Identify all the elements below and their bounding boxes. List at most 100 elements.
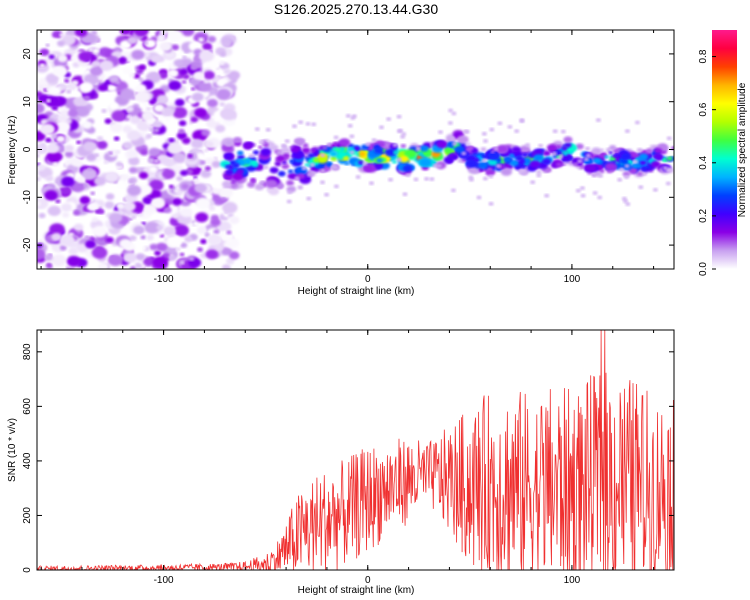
- heatmap-cell: [666, 136, 672, 141]
- heatmap-cell: [226, 230, 232, 235]
- heatmap-cell: [345, 114, 351, 118]
- heatmap-cell: [292, 124, 297, 128]
- heatmap-cell: [205, 249, 219, 260]
- heatmap-cell: [521, 165, 526, 169]
- heatmap-cell: [573, 162, 578, 166]
- heatmap-cell: [76, 230, 82, 234]
- heatmap-cell: [200, 169, 212, 178]
- heatmap-cell: [178, 128, 185, 134]
- heatmap-cell: [122, 141, 133, 150]
- heatmap-cell: [227, 70, 241, 81]
- x-tick-label: 0: [365, 575, 371, 586]
- heatmap-cell: [64, 144, 74, 152]
- heatmap-cell: [87, 168, 92, 171]
- heatmap-cell: [144, 39, 156, 48]
- heatmap-cell: [477, 161, 489, 170]
- heatmap-cell: [123, 201, 136, 212]
- heatmap-cell: [217, 221, 232, 233]
- heatmap-cell: [536, 170, 542, 174]
- heatmap-cell: [334, 147, 341, 153]
- heatmap-cell: [152, 256, 168, 269]
- heatmap-cell: [142, 196, 153, 205]
- heatmap-cell: [127, 36, 138, 45]
- snr-frame: [36, 329, 675, 571]
- heatmap-cell: [585, 153, 591, 158]
- heatmap-cell: [104, 118, 112, 124]
- heatmap-cell: [190, 64, 198, 71]
- heatmap-cell: [160, 156, 172, 166]
- heatmap-cell: [143, 257, 156, 267]
- heatmap-cell: [317, 156, 328, 164]
- heatmap-cell: [176, 247, 181, 251]
- heatmap-cell: [97, 262, 109, 269]
- heatmap-cell: [286, 199, 292, 204]
- heatmap-cell: [78, 51, 92, 62]
- heatmap-cell: [73, 91, 82, 98]
- heatmap-cell: [219, 60, 225, 66]
- heatmap-cell: [194, 183, 207, 193]
- heatmap-cell: [391, 160, 397, 164]
- heatmap-cell: [461, 151, 467, 156]
- heatmap-cell: [128, 156, 140, 166]
- heatmap-cell: [180, 170, 188, 176]
- heatmap-cell: [146, 107, 151, 111]
- heatmap-cell: [45, 73, 59, 84]
- heatmap-cell: [197, 247, 203, 252]
- heatmap-cell: [73, 223, 84, 231]
- heatmap-cell: [457, 159, 463, 163]
- heatmap-cell: [343, 156, 349, 161]
- heatmap-cell: [73, 210, 81, 216]
- heatmap-cell: [665, 167, 674, 174]
- heatmap-cell: [226, 258, 235, 265]
- heatmap-cell: [286, 180, 295, 186]
- snr-panel: -100 0 100 0 200 400 600 800 Height of straight…: [7, 329, 675, 596]
- heatmap-cell: [349, 134, 355, 139]
- heatmap-cell: [221, 108, 237, 121]
- heatmap-cell: [39, 63, 45, 68]
- heatmap-cell: [402, 165, 413, 172]
- heatmap-cell: [311, 122, 317, 127]
- heatmap-cell: [258, 145, 263, 149]
- heatmap-cell: [575, 143, 584, 150]
- heatmap-cell: [210, 218, 221, 227]
- heatmap-cell: [481, 132, 487, 136]
- heatmap-cell: [376, 158, 383, 163]
- heatmap-cell: [211, 186, 222, 195]
- heatmap-cell: [67, 109, 78, 118]
- heatmap-cell: [141, 111, 153, 121]
- heatmap-cell: [393, 150, 398, 155]
- heatmap-cell: [131, 49, 145, 60]
- heatmap-cell: [109, 75, 120, 83]
- heatmap-cell: [168, 184, 174, 189]
- heatmap-cell: [37, 154, 40, 158]
- heatmap-cell: [173, 59, 184, 67]
- heatmap-cell: [174, 188, 180, 193]
- heatmap-cell: [122, 125, 132, 133]
- x-tick-label: -100: [154, 575, 174, 586]
- heatmap-cell: [563, 136, 573, 143]
- heatmap-cell: [180, 207, 193, 218]
- heatmap-cell: [37, 177, 41, 181]
- heatmap-cell: [452, 142, 458, 146]
- heatmap-cell: [622, 171, 631, 177]
- heatmap-cell: [45, 175, 54, 182]
- heatmap-cell: [562, 151, 570, 156]
- heatmap-cell: [129, 73, 136, 78]
- heatmap-cell: [530, 180, 536, 184]
- heatmap-cell: [182, 74, 190, 80]
- heatmap-cell: [154, 250, 162, 256]
- heatmap-cell: [489, 127, 495, 132]
- heatmap-cell: [624, 164, 630, 168]
- heatmap-cell: [59, 33, 64, 37]
- heatmap-cell: [265, 128, 271, 132]
- heatmap-cell: [507, 125, 513, 129]
- heatmap-cell: [172, 106, 188, 119]
- heatmap-cell: [59, 245, 67, 251]
- heatmap-cell: [82, 207, 88, 212]
- heatmap-cell: [46, 151, 62, 163]
- heatmap-cell: [138, 171, 149, 180]
- heatmap-cell: [179, 68, 189, 76]
- heatmap-cell: [329, 150, 338, 157]
- heatmap-cell: [138, 212, 144, 217]
- heatmap-cell: [495, 164, 501, 168]
